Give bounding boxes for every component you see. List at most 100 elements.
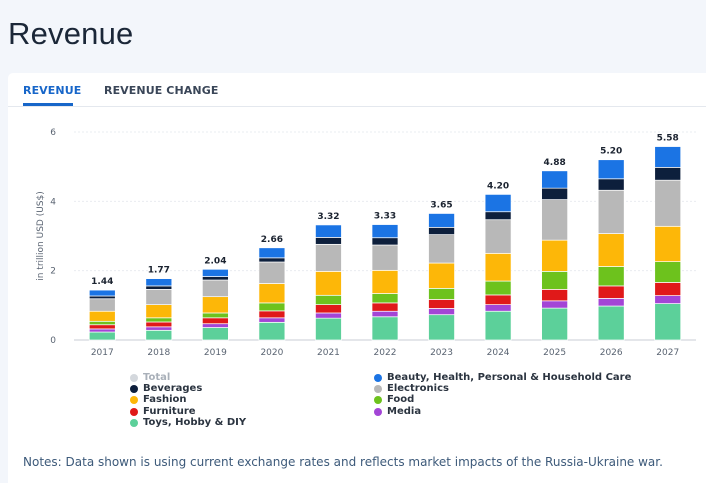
x-tick-label: 2020 xyxy=(260,348,283,358)
bar-segment xyxy=(484,252,512,282)
bar-segment xyxy=(145,278,173,287)
bar-segment xyxy=(315,243,342,272)
legend-item[interactable]: Electronics xyxy=(387,383,449,395)
x-tick-label: 2026 xyxy=(600,348,623,358)
bar-segment xyxy=(145,285,173,290)
chart-notes: Notes: Data shown is using current excha… xyxy=(23,455,663,469)
bar-segment xyxy=(88,328,116,333)
page-title: Revenue xyxy=(8,16,134,51)
y-tick-label: 4 xyxy=(50,197,56,207)
tab-bar: REVENUE REVENUE CHANGE xyxy=(8,73,706,107)
bar-segment xyxy=(202,276,229,281)
bar-segment xyxy=(202,317,229,325)
bar-segment xyxy=(258,261,286,284)
bar-segment xyxy=(541,300,568,309)
bar-segment xyxy=(654,179,682,227)
x-tick-label: 2021 xyxy=(317,348,340,358)
bar-segment xyxy=(597,178,625,191)
total-label: 4.20 xyxy=(487,181,509,191)
bar-segment xyxy=(371,244,399,271)
legend-marker xyxy=(130,418,138,427)
x-tick-label: 2023 xyxy=(430,348,453,358)
bar-segment xyxy=(428,314,455,341)
total-label: 3.33 xyxy=(374,212,396,222)
x-tick-label: 2024 xyxy=(487,348,510,358)
legend-item[interactable]: Media xyxy=(387,405,422,417)
bar-segment xyxy=(258,247,286,259)
bar-segment xyxy=(88,310,116,322)
active-tab-indicator xyxy=(23,103,73,106)
tab-revenue[interactable]: REVENUE xyxy=(23,84,82,97)
legend-item[interactable]: Beauty, Health, Personal & Household Car… xyxy=(387,372,632,383)
bar-segment xyxy=(428,287,455,300)
bar-segment xyxy=(654,282,682,296)
legend-item[interactable]: Furniture xyxy=(143,405,196,417)
bar-segment xyxy=(202,268,229,277)
bar-segment xyxy=(484,194,512,213)
x-tick-label: 2019 xyxy=(204,348,227,358)
legend-item[interactable]: Total xyxy=(143,372,171,383)
total-label: 3.65 xyxy=(430,200,452,210)
x-tick-label: 2018 xyxy=(147,348,170,358)
total-label: 1.44 xyxy=(91,277,113,287)
tab-revenue-change[interactable]: REVENUE CHANGE xyxy=(104,84,219,97)
bar-segment xyxy=(597,285,625,299)
bar-segment xyxy=(145,321,173,328)
bar-segment xyxy=(428,213,455,228)
bar-segment xyxy=(88,289,116,297)
bar-segment xyxy=(541,289,568,302)
chart-card: REVENUE REVENUE CHANGE 0 2 4 6 in trillion U… xyxy=(8,73,706,483)
bar-segment xyxy=(88,324,116,330)
bar-segment xyxy=(258,317,286,323)
legend-item[interactable]: Beverages xyxy=(143,383,203,395)
total-label: 3.32 xyxy=(317,212,339,222)
bar-segment xyxy=(371,269,399,294)
bar-segment xyxy=(202,323,229,328)
bar-segment xyxy=(315,312,342,319)
bar-segment xyxy=(202,327,229,341)
bar-segment xyxy=(88,295,116,300)
x-tick-label: 2027 xyxy=(656,348,679,358)
bar-segment xyxy=(371,293,399,304)
bar-segment xyxy=(597,266,625,287)
legend-marker xyxy=(374,407,382,416)
x-tick-label: 2017 xyxy=(91,348,114,358)
y-axis-label: in trillion USD (US$) xyxy=(36,191,46,281)
bar-segment xyxy=(654,295,682,304)
legend-item[interactable]: Fashion xyxy=(143,394,187,406)
bar-segment xyxy=(315,304,342,314)
bar-segment xyxy=(88,331,116,341)
bar-segment xyxy=(88,320,116,326)
bar-segment xyxy=(145,317,173,323)
legend-item[interactable]: Toys, Hobby & DIY xyxy=(143,416,247,428)
bar-segment xyxy=(258,257,286,263)
bar-segment xyxy=(428,226,455,235)
bar-segment xyxy=(597,233,625,267)
legend-marker xyxy=(374,374,382,382)
bar-segment xyxy=(428,308,455,316)
bar-segment xyxy=(484,219,512,254)
y-tick-label: 6 xyxy=(50,128,56,138)
bar-segment xyxy=(484,294,512,305)
total-label: 5.58 xyxy=(657,134,679,144)
bar-segment xyxy=(484,280,512,296)
bar-segment xyxy=(654,167,682,181)
legend-marker xyxy=(130,396,138,405)
bar-segment xyxy=(428,234,455,264)
bar-segment xyxy=(597,159,625,180)
bar-segment xyxy=(315,317,342,341)
bar-segment xyxy=(315,224,342,238)
y-tick-label: 0 xyxy=(50,336,56,346)
y-tick-label: 2 xyxy=(50,267,56,277)
legend-item[interactable]: Food xyxy=(387,394,415,406)
bar-segment xyxy=(371,316,399,341)
bar-segment xyxy=(371,237,399,246)
legend-marker xyxy=(130,385,138,394)
bar-segment xyxy=(258,283,286,304)
total-label: 1.77 xyxy=(148,266,170,276)
legend-marker xyxy=(130,374,138,382)
bar-segment xyxy=(597,189,625,234)
bar-segment xyxy=(202,279,229,298)
bar-segment xyxy=(371,302,399,312)
bar-segment xyxy=(654,225,682,263)
